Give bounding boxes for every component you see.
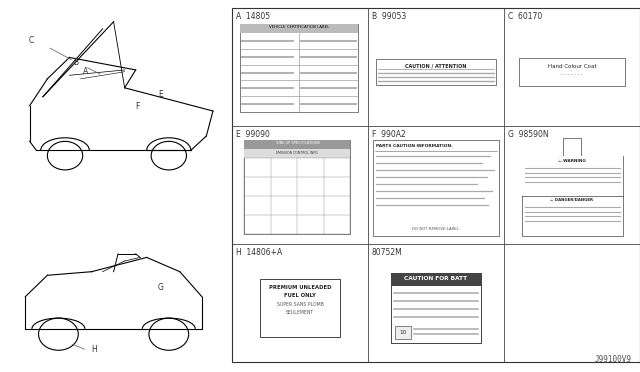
Bar bbox=[260, 279, 340, 337]
Bar bbox=[376, 59, 496, 85]
Text: A: A bbox=[83, 67, 88, 76]
Text: C  60170: C 60170 bbox=[508, 12, 542, 21]
Text: CAUTION FOR BATT: CAUTION FOR BATT bbox=[404, 276, 468, 280]
Text: A  14805: A 14805 bbox=[236, 12, 270, 21]
Bar bbox=[240, 24, 358, 33]
Text: E  99090: E 99090 bbox=[236, 130, 270, 139]
Text: PREMIUM UNLEADED: PREMIUM UNLEADED bbox=[269, 285, 332, 290]
Bar bbox=[244, 140, 350, 149]
Text: B: B bbox=[73, 58, 78, 67]
Text: 10: 10 bbox=[399, 330, 406, 334]
Bar bbox=[395, 326, 411, 339]
Text: EMISSION CONTROL INFO: EMISSION CONTROL INFO bbox=[276, 151, 318, 154]
Text: 80752M: 80752M bbox=[372, 248, 403, 257]
Bar bbox=[240, 24, 358, 112]
Text: VEHICLE CERTIFICATION LABEL: VEHICLE CERTIFICATION LABEL bbox=[269, 26, 329, 29]
Text: E: E bbox=[157, 90, 163, 99]
Bar bbox=[232, 8, 640, 362]
Text: Hand Colour Coat: Hand Colour Coat bbox=[548, 64, 596, 69]
Text: - - - - - - -: - - - - - - - bbox=[561, 72, 582, 77]
Bar bbox=[244, 149, 350, 158]
Text: ⚠ DANGER/DANGER: ⚠ DANGER/DANGER bbox=[550, 198, 593, 202]
Text: F: F bbox=[136, 102, 140, 111]
Text: DO NOT REMOVE LABEL.: DO NOT REMOVE LABEL. bbox=[412, 227, 460, 231]
Bar bbox=[244, 140, 350, 234]
Text: CAUTION / ATTENTION: CAUTION / ATTENTION bbox=[405, 63, 467, 68]
Text: SEULEMENT: SEULEMENT bbox=[286, 310, 314, 315]
Text: C: C bbox=[29, 36, 34, 45]
Text: G  98590N: G 98590N bbox=[508, 130, 548, 139]
Bar bbox=[519, 58, 625, 86]
Text: B  99053: B 99053 bbox=[372, 12, 406, 21]
Text: ⚠ WARNING: ⚠ WARNING bbox=[558, 159, 586, 163]
Bar bbox=[522, 156, 623, 196]
Bar bbox=[522, 156, 623, 236]
Text: H: H bbox=[92, 345, 97, 354]
Text: G: G bbox=[157, 283, 164, 292]
Text: F  990A2: F 990A2 bbox=[372, 130, 406, 139]
Bar bbox=[563, 138, 581, 156]
Text: H  14806+A: H 14806+A bbox=[236, 248, 282, 257]
Text: TUNE UP SPECIFICATIONS: TUNE UP SPECIFICATIONS bbox=[275, 141, 319, 145]
Bar bbox=[391, 273, 481, 343]
Text: SUPER SANS PLOMB: SUPER SANS PLOMB bbox=[276, 302, 323, 307]
Text: J99100V9: J99100V9 bbox=[595, 355, 632, 364]
Bar bbox=[391, 273, 481, 286]
Bar bbox=[373, 140, 499, 236]
Text: FUEL ONLY: FUEL ONLY bbox=[284, 293, 316, 298]
Text: PARTS CAUTION INFORMATION.: PARTS CAUTION INFORMATION. bbox=[376, 144, 452, 148]
